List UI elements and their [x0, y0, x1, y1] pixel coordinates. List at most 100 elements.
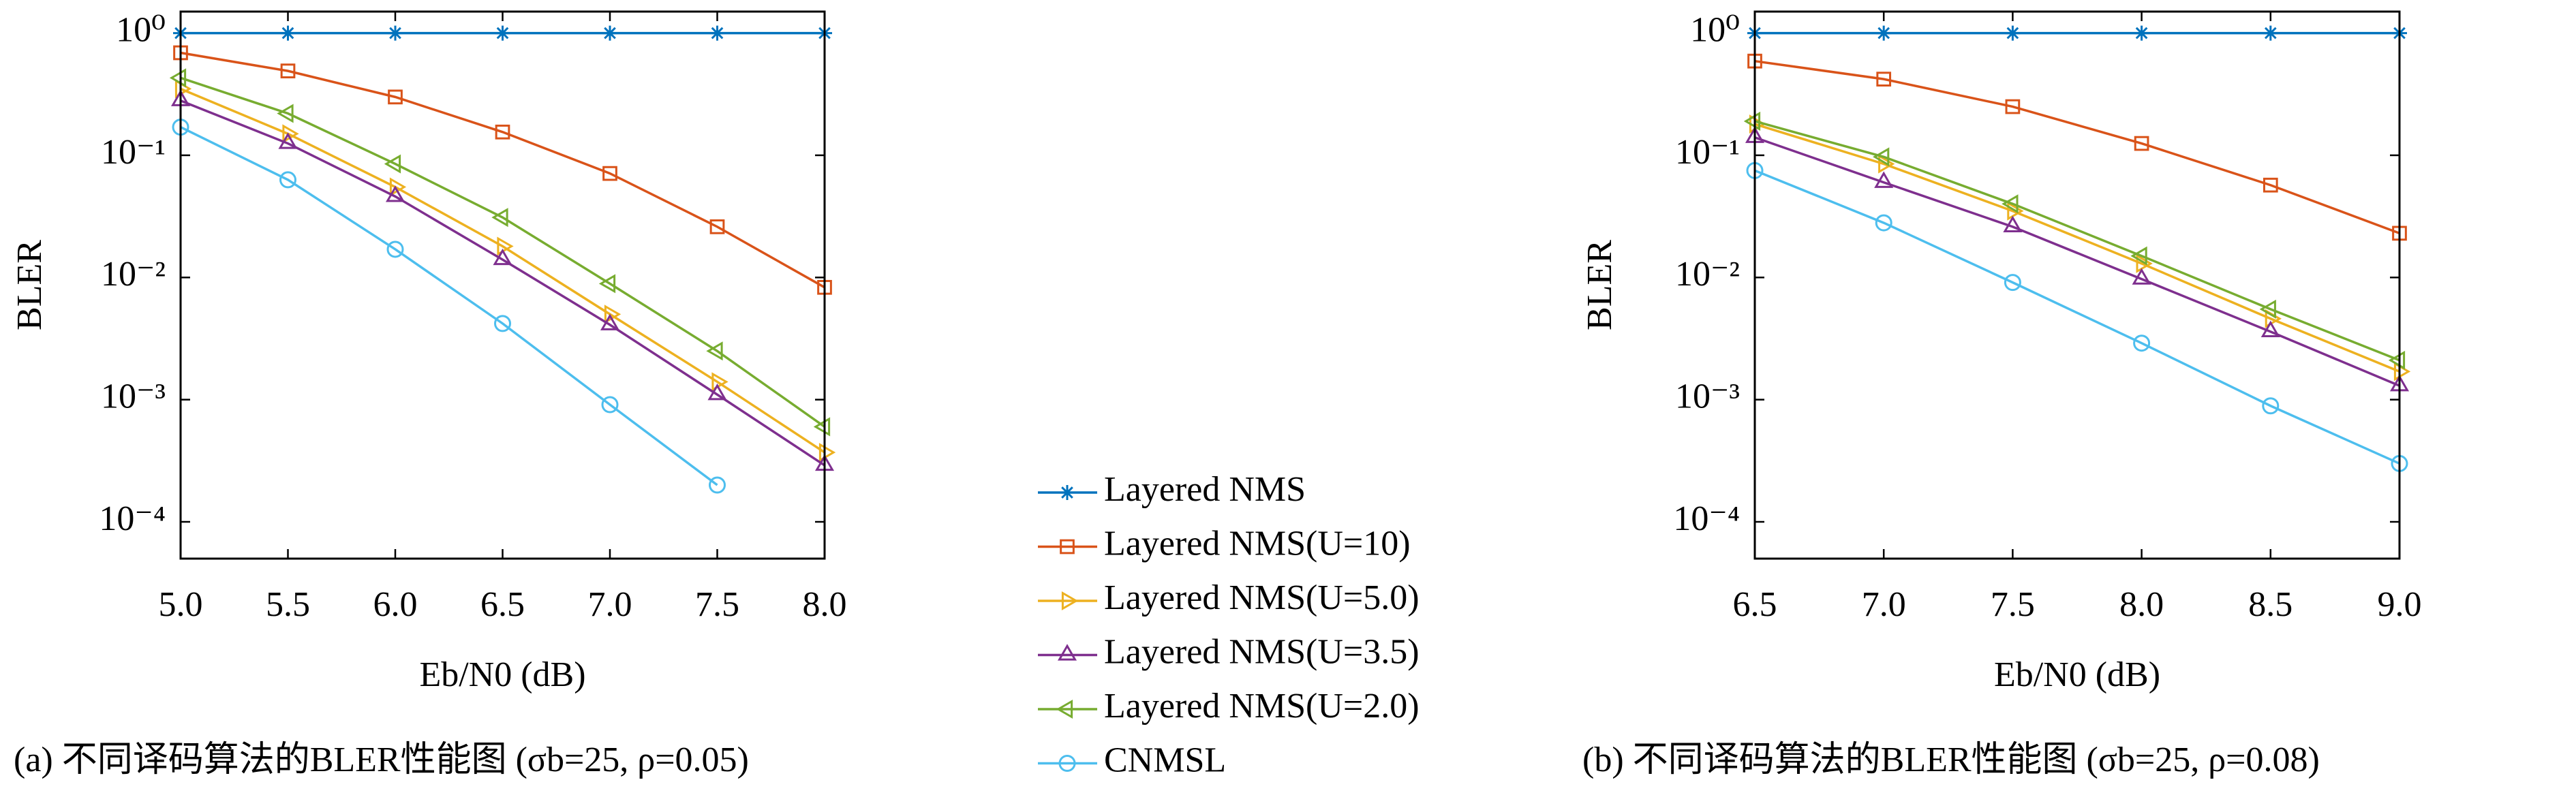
x-axis-label: Eb/N0 (dB): [419, 655, 585, 694]
legend-label: Layered NMS(U=3.5): [1104, 632, 1420, 671]
series-line: [180, 126, 718, 486]
series-line: [1754, 123, 2400, 373]
legend-label: Layered NMS(U=5.0): [1104, 578, 1420, 617]
caption: (a) 不同译码算法的BLER性能图 (σb=25, ρ=0.05): [14, 741, 749, 779]
marker: [602, 166, 617, 181]
marker: [2134, 136, 2149, 151]
y-tick-label: 10⁰: [1690, 11, 1740, 50]
marker: [278, 132, 298, 149]
marker: [709, 476, 726, 494]
marker: [1876, 25, 1892, 41]
legend-marker: [1057, 644, 1077, 661]
y-axis-label: BLER: [10, 240, 49, 330]
marker: [386, 240, 404, 258]
marker: [1874, 171, 1894, 188]
x-tick-label: 8.0: [803, 585, 847, 624]
y-tick-label: 10⁻¹: [101, 133, 166, 172]
marker: [2136, 253, 2153, 273]
marker: [2134, 25, 2149, 41]
series-line: [1754, 136, 2400, 387]
marker: [280, 25, 296, 41]
plot-frame: [1753, 10, 2401, 560]
x-tick-label: 7.5: [1991, 585, 2035, 624]
marker: [279, 171, 296, 189]
y-tick-label: 10⁰: [116, 11, 166, 50]
marker: [2130, 246, 2147, 266]
x-tick-label: 6.0: [373, 585, 418, 624]
series-line: [180, 51, 825, 289]
marker: [2262, 397, 2280, 415]
marker: [388, 89, 403, 105]
legend-marker: [1060, 539, 1075, 555]
marker: [1875, 214, 1892, 232]
marker: [494, 315, 511, 332]
marker: [2388, 350, 2406, 370]
marker: [495, 25, 510, 41]
marker: [601, 396, 619, 414]
marker: [2259, 299, 2276, 319]
marker: [706, 341, 723, 361]
marker: [711, 372, 729, 392]
marker: [2263, 25, 2278, 41]
series-line: [1754, 169, 2400, 465]
marker: [707, 384, 727, 401]
marker: [2005, 25, 2021, 41]
x-tick-label: 6.5: [480, 585, 525, 624]
legend-marker: [1058, 755, 1076, 772]
x-tick-label: 8.5: [2248, 585, 2293, 624]
marker: [600, 313, 620, 330]
series-line: [1754, 120, 2400, 362]
plot-frame: [179, 10, 826, 560]
marker: [493, 248, 512, 266]
series-line: [180, 99, 825, 467]
marker: [813, 417, 831, 437]
legend-marker: [1061, 591, 1079, 611]
x-tick-label: 5.5: [266, 585, 310, 624]
y-tick-label: 10⁻⁴: [99, 499, 166, 538]
marker: [709, 219, 725, 234]
series-line: [180, 76, 826, 428]
x-tick-label: 9.0: [2378, 585, 2422, 624]
marker: [2005, 99, 2021, 114]
x-tick-label: 7.0: [588, 585, 632, 624]
marker: [818, 443, 836, 463]
x-tick-label: 5.0: [159, 585, 203, 624]
marker: [2263, 177, 2278, 193]
x-tick-label: 6.5: [1733, 585, 1777, 624]
y-tick-label: 10⁻²: [101, 255, 166, 294]
marker: [2007, 201, 2024, 221]
marker: [2133, 334, 2151, 352]
y-tick-label: 10⁻²: [1675, 255, 1740, 294]
marker: [388, 25, 403, 41]
legend-marker: [1056, 699, 1073, 719]
marker: [384, 154, 401, 174]
marker: [709, 25, 725, 41]
marker: [495, 124, 510, 140]
caption: (b) 不同译码算法的BLER性能图 (σb=25, ρ=0.08): [1582, 741, 2320, 779]
marker: [2132, 268, 2151, 285]
marker: [602, 25, 617, 41]
marker: [277, 104, 294, 123]
x-tick-label: 7.5: [695, 585, 739, 624]
marker: [2260, 320, 2280, 337]
marker: [1876, 72, 1892, 87]
marker: [598, 274, 616, 294]
y-tick-label: 10⁻¹: [1675, 133, 1740, 172]
legend-marker: [1060, 485, 1075, 500]
y-tick-label: 10⁻³: [1675, 377, 1740, 416]
legend-label: CNMSL: [1104, 741, 1226, 779]
marker: [385, 185, 405, 202]
marker: [497, 236, 514, 256]
y-axis-label: BLER: [1580, 240, 1619, 330]
marker: [280, 63, 296, 78]
marker: [169, 68, 187, 88]
marker: [1878, 154, 1895, 174]
y-tick-label: 10⁻⁴: [1673, 499, 1740, 538]
marker: [2003, 215, 2023, 232]
x-axis-label: Eb/N0 (dB): [1994, 655, 2160, 694]
series-line: [180, 87, 825, 454]
y-tick-label: 10⁻³: [101, 377, 166, 416]
marker: [1743, 111, 1761, 131]
